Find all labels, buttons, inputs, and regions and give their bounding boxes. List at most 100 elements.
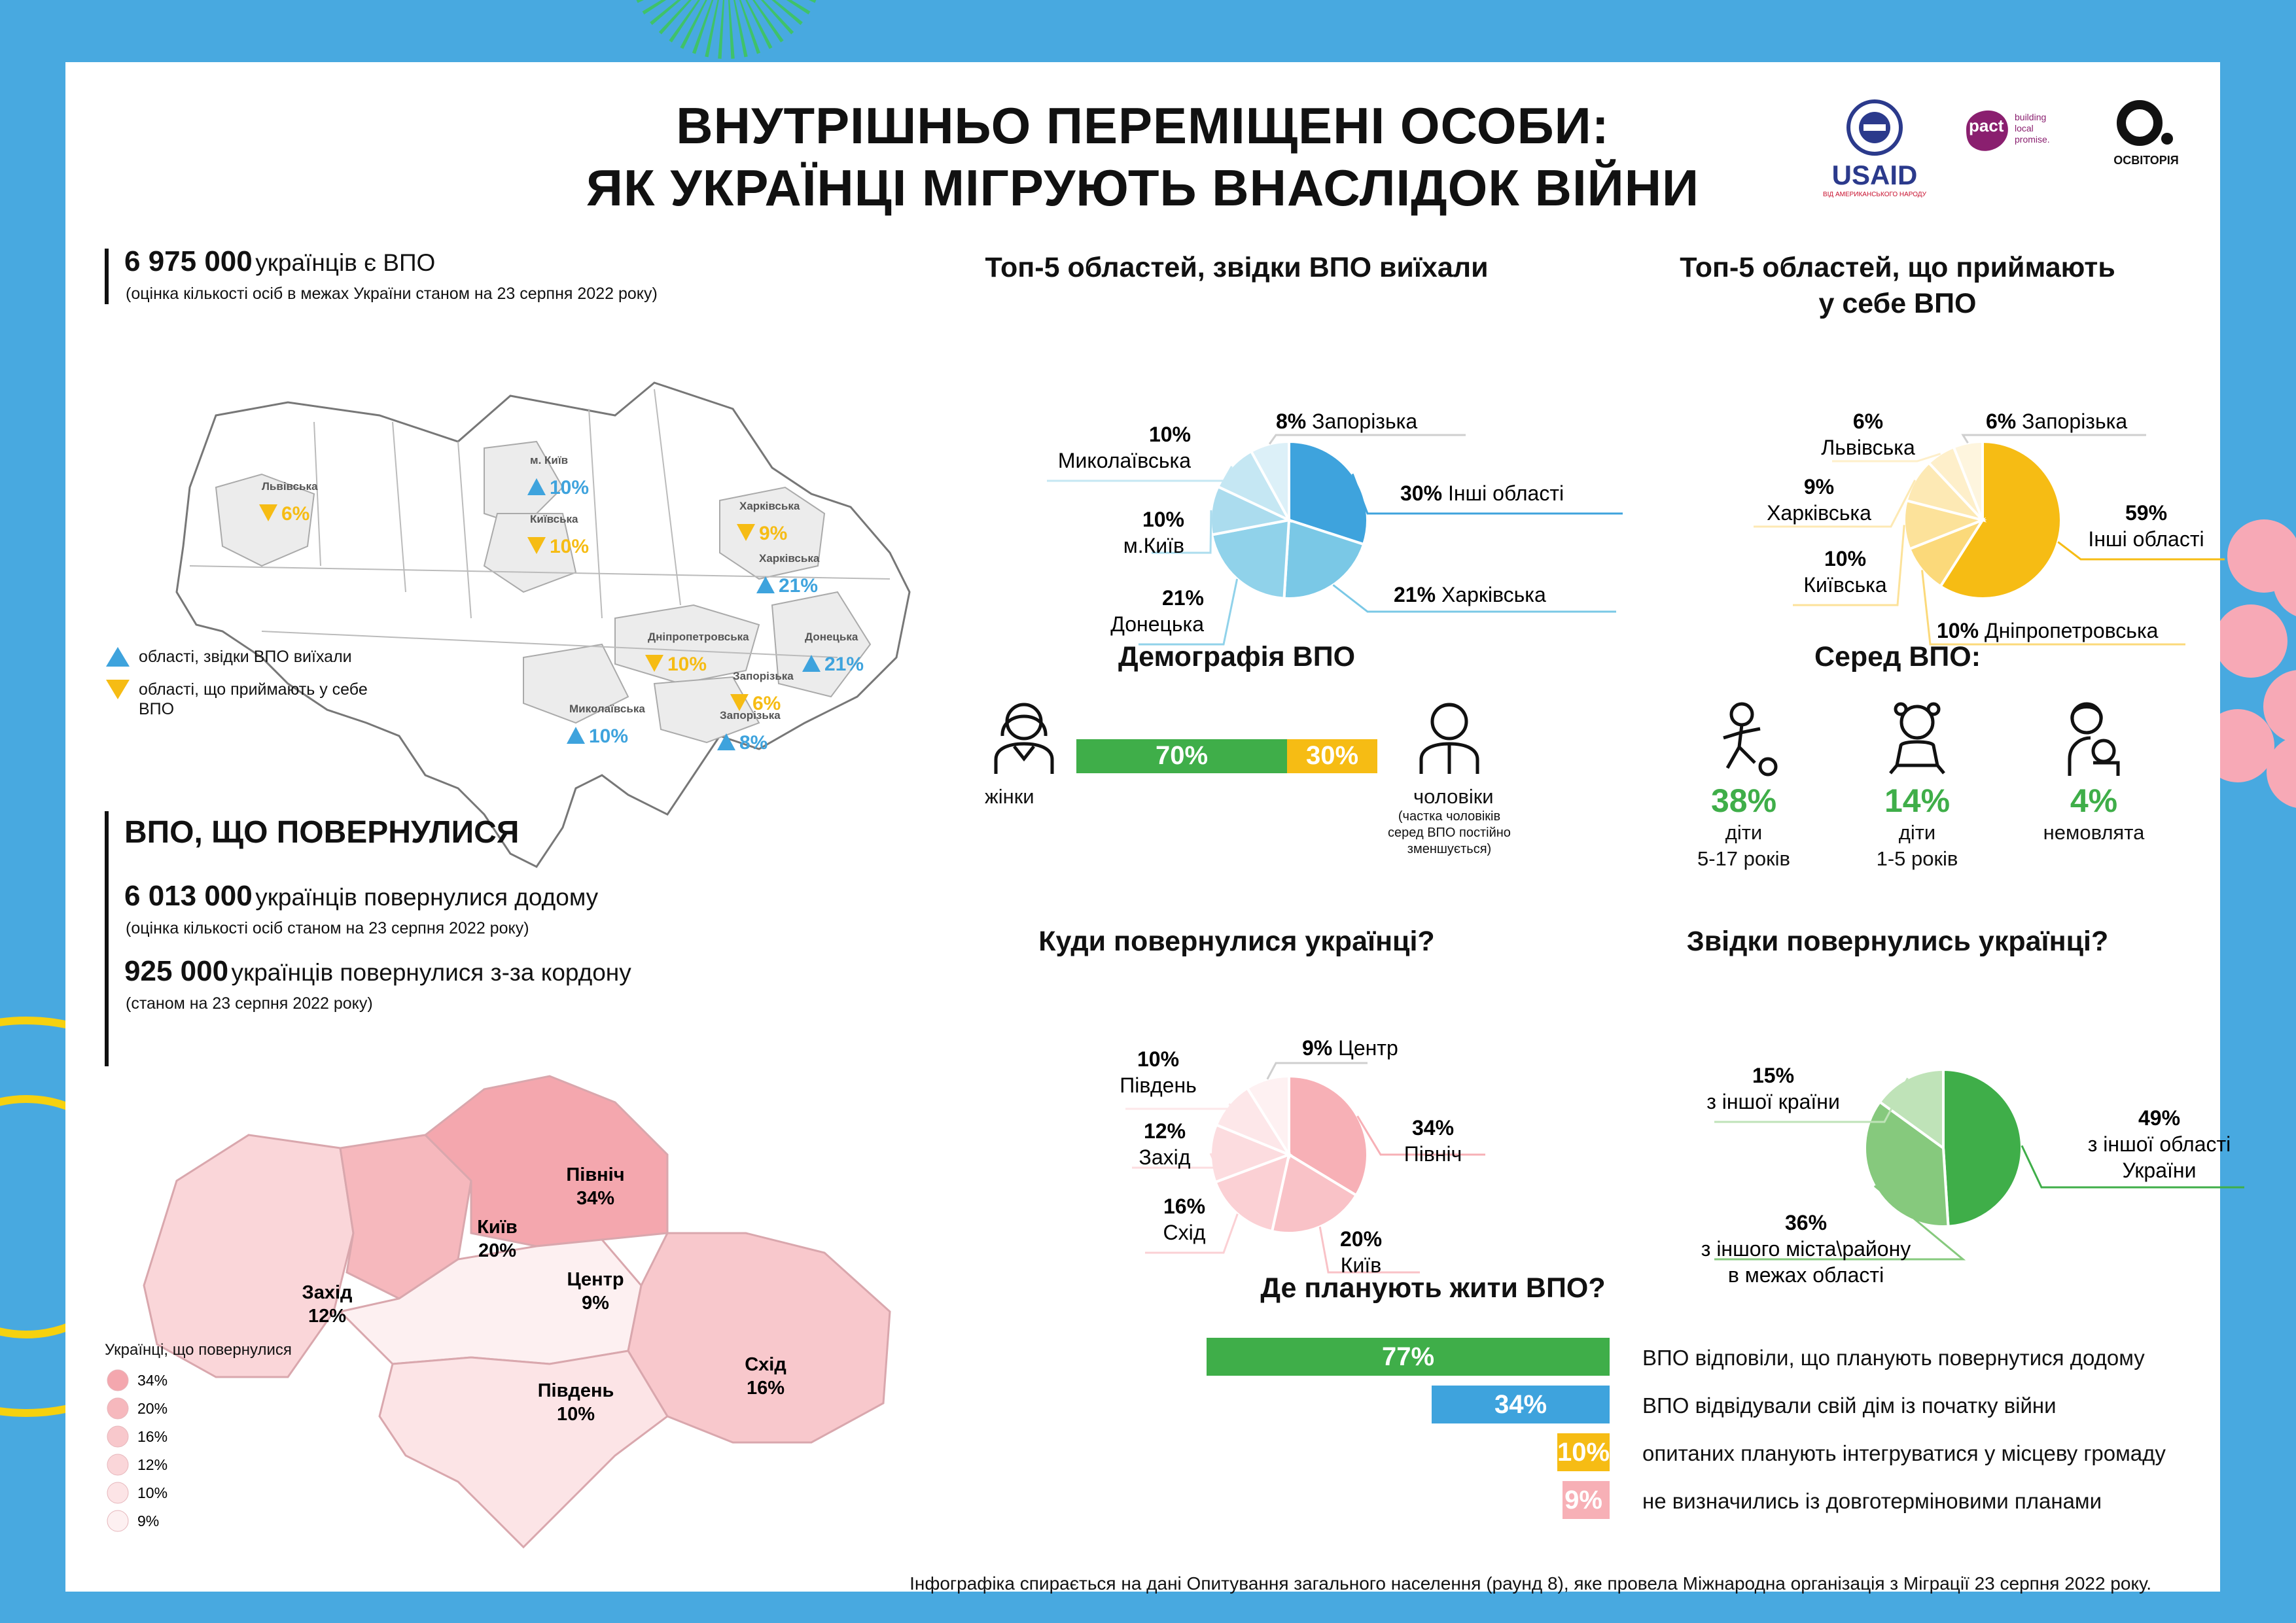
idp-total-note: (оцінка кількості осіб в межах України с…	[126, 285, 658, 303]
pie-slice	[1270, 1152, 1358, 1234]
pie-leader-line	[1754, 480, 1916, 528]
sun-ray	[733, 0, 748, 58]
idp-region-name: Донецька	[805, 631, 858, 643]
return-region-name: Південь	[538, 1380, 614, 1401]
pie-label: 36%	[1785, 1211, 1827, 1234]
pie-leave-title: Топ-5 областей, звідки ВПО виїхали	[985, 252, 1489, 283]
return-region-pct: 20%	[478, 1240, 516, 1261]
pie-label: Північ	[1404, 1142, 1462, 1166]
sun-ray	[692, 0, 714, 54]
idp-region-name: Харківська	[759, 552, 820, 565]
sun-ray	[705, 0, 719, 58]
infants-label: немовлята	[2043, 821, 2145, 844]
return-region-name: Київ	[477, 1217, 518, 1238]
pie-label: 10%	[1142, 508, 1184, 531]
triangle-down-icon	[737, 524, 755, 541]
pie-receive-title-1: Топ-5 областей, що приймають	[1680, 252, 2115, 283]
plan-bar-value: 77%	[1382, 1342, 1434, 1371]
pie-leader-line	[1714, 1185, 1966, 1261]
triangle-up-icon	[567, 727, 585, 744]
pie-label: 9% Центр	[1302, 1036, 1398, 1060]
pie-label: в межах області	[1728, 1263, 1884, 1287]
region-west	[143, 1134, 355, 1378]
idp-region-pct: 6%	[281, 503, 309, 525]
pie-label: Інші області	[2088, 527, 2204, 551]
return-region-name: Захід	[302, 1282, 353, 1303]
sun-ray	[752, 0, 784, 43]
osvitoria-logo: ОСВІТОРІЯ	[2100, 98, 2192, 170]
returned-abroad-value: 925 000	[124, 955, 229, 987]
pie-leader-line	[1351, 473, 1623, 515]
usaid-subtitle: ВІД АМЕРИКАНСЬКОГО НАРОДУ	[1822, 191, 1927, 198]
pie-label: 16%	[1163, 1195, 1205, 1218]
return-region-name: Центр	[567, 1269, 624, 1290]
sun-ray	[636, 0, 644, 3]
plan-bar	[1557, 1433, 1610, 1471]
plan-bar-label: не визначились із довготерміновими плана…	[1642, 1489, 2102, 1513]
sun-ray	[809, 0, 817, 3]
return-region-pct: 12%	[308, 1306, 346, 1327]
plan-bar	[1432, 1386, 1610, 1423]
legend-label: 12%	[137, 1456, 168, 1473]
pie-label: 10%	[1149, 423, 1191, 446]
pie-label: 20%	[1340, 1227, 1382, 1251]
pact-tagline-3: promise.	[2015, 134, 2050, 145]
idp-region-name: Миколаївська	[569, 703, 645, 715]
return-legend: 34% 20% 16% 12% 10% 9%	[107, 1369, 168, 1532]
toddler-icon	[1889, 702, 1945, 775]
pie-label: Миколаївська	[1058, 449, 1191, 472]
usaid-logo: USAID ВІД АМЕРИКАНСЬКОГО НАРОДУ	[1819, 95, 1930, 200]
pie-slice	[1938, 440, 2062, 600]
demography-bar-segment	[1287, 739, 1377, 773]
pie-leader-line	[1139, 578, 1239, 646]
idp-region-pct: 21%	[779, 575, 818, 597]
pact-blob-icon	[1966, 110, 2008, 151]
men-note-3: зменшується)	[1407, 842, 1492, 856]
pact-tagline-2: local	[2015, 123, 2034, 133]
pie-label: 10%	[1824, 547, 1866, 570]
sun-ray	[642, 0, 667, 15]
pie-label: Львівська	[1821, 436, 1915, 459]
pie-slice	[1214, 1152, 1291, 1233]
main-title-line-2: ЯК УКРАЇНЦІ МІГРУЮТЬ ВНАСЛІДОК ВІЙНИ	[586, 159, 1700, 217]
sunburst-rays	[636, 0, 817, 59]
pie-label: Захід	[1139, 1145, 1191, 1169]
plan-bar-value: 34%	[1494, 1390, 1547, 1419]
kids-1-5-pct: 14%	[1884, 782, 1951, 819]
sun-ray	[658, 0, 692, 35]
returned-accent	[105, 811, 109, 1066]
pie-leader-line	[1145, 1213, 1239, 1254]
pie-label: Київська	[1803, 573, 1886, 597]
region-borders	[189, 389, 891, 658]
pie-return-to-title: Куди повернулися українці?	[1038, 926, 1435, 957]
idp-region-pct: 10%	[550, 477, 589, 498]
men-label: чоловіки	[1413, 785, 1494, 808]
men-note-2: серед ВПО постійно	[1388, 826, 1511, 840]
legend-label: 10%	[137, 1484, 168, 1501]
pie-label: з іншої області	[2088, 1132, 2231, 1156]
pie-leader-line	[1793, 525, 1905, 606]
among-idp-title: Серед ВПО:	[1814, 641, 1981, 672]
legend-swatch	[107, 1510, 129, 1532]
triangle-down-icon	[730, 694, 749, 711]
pie-label: з іншого міста\району	[1701, 1237, 1911, 1261]
legend-receive-icon	[106, 680, 130, 699]
pact-logo: pact building local promise.	[1960, 103, 2077, 175]
mother-baby-icon	[2068, 702, 2120, 776]
idp-region-name: Запорізька	[720, 709, 781, 722]
pie-label: Харківська	[1767, 501, 1871, 525]
pie-leader-line	[1714, 1077, 1909, 1123]
return-region-name: Північ	[566, 1164, 624, 1185]
triangle-up-icon	[756, 576, 775, 593]
sun-ray	[745, 0, 773, 49]
sun-ray	[760, 0, 794, 35]
plan-bar-value: 9%	[1564, 1486, 1602, 1514]
pie-label: 10%	[1137, 1047, 1179, 1071]
demography-bar-segment	[1076, 739, 1287, 773]
pie-slice	[1249, 440, 1290, 521]
sun-ray	[728, 0, 735, 59]
pie-label: 9%	[1804, 475, 1834, 498]
pie-return-from-chart: 49%з іншої області України 36% з іншого міс…	[1701, 1064, 2244, 1287]
return-regions	[143, 1075, 891, 1549]
